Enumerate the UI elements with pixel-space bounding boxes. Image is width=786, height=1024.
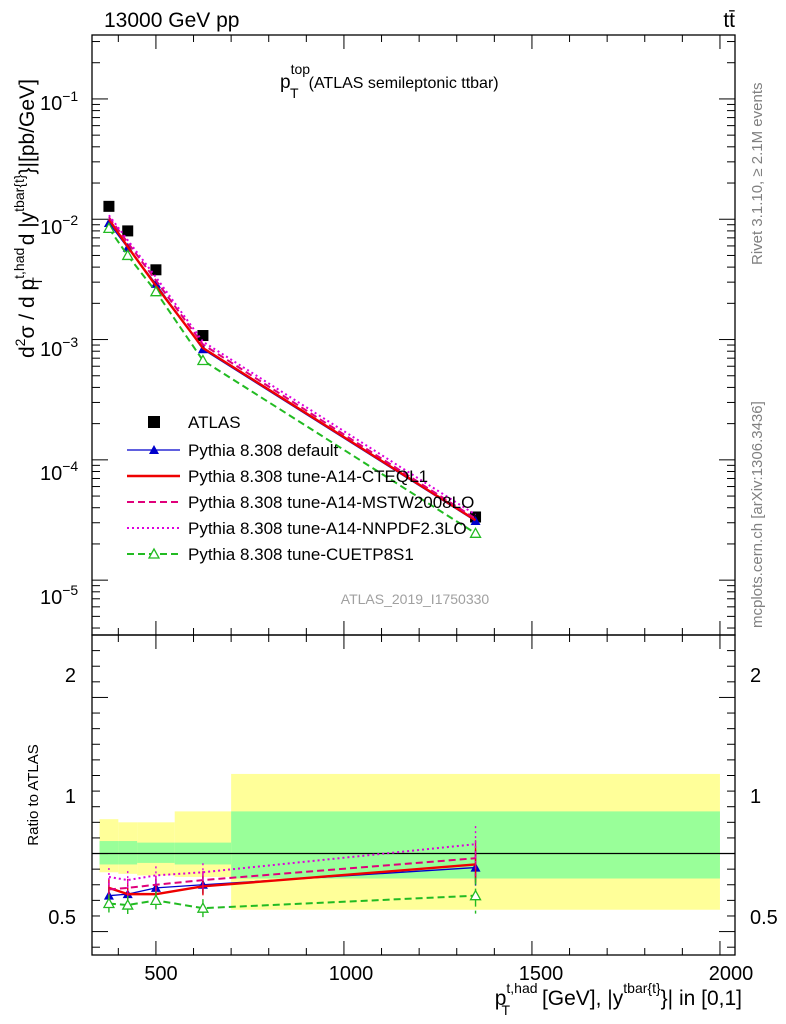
ratio-point: [102, 897, 116, 909]
ratio-tick-label-05-right: 0.5: [750, 907, 778, 929]
y-main-tick-labels: 10−1 10−2 10−3 10−4 10−5: [40, 88, 78, 609]
ratio-tick-label-2-left: 2: [65, 665, 76, 687]
svg-text:Pythia 8.308 default: Pythia 8.308 default: [188, 441, 339, 460]
y-tick-label-1e-4: 10−4: [40, 458, 78, 485]
x-tick-label-1000: 1000: [329, 963, 374, 985]
y-ratio-tick-labels: 2 1 0.5 2 1 0.5: [48, 665, 778, 929]
legend-marker-open-triangle: [147, 547, 161, 559]
y-tick-label-1e-2: 10−2: [40, 212, 78, 239]
ratio-point: [469, 889, 482, 901]
ratio-tick-label-1-right: 1: [750, 786, 761, 808]
stat-uncertainty-band: [118, 841, 138, 865]
legend-item-cteql1: Pythia 8.308 tune-A14-CTEQL1: [127, 467, 428, 486]
series-point: [102, 222, 116, 234]
legend-marker: [127, 445, 180, 454]
series-point: [469, 526, 482, 538]
energy-label: 13000 GeV pp: [104, 9, 239, 32]
y-tick-label-1e-5: 10−5: [40, 582, 78, 609]
legend: ATLAS Pythia 8.308 default Pythia 8.308 …: [127, 413, 474, 564]
atlas-data-point: [150, 264, 162, 276]
x-tick-label-1500: 1500: [519, 963, 564, 985]
legend-marker: [148, 416, 160, 428]
stat-uncertainty-band: [99, 841, 119, 865]
plot-title: ptop T(ATLAS semileptonic ttbar): [280, 61, 499, 101]
x-tick-label-2000: 2000: [709, 963, 754, 985]
series-line: [108, 214, 477, 516]
process-label: tt̄: [723, 9, 735, 32]
ratio-tick-label-1-left: 1: [65, 786, 76, 808]
mcplots-label: mcplots.cern.ch [arXiv:1306.3436]: [749, 401, 766, 628]
svg-text:Pythia 8.308 tune-A14-CTEQL1: Pythia 8.308 tune-A14-CTEQL1: [188, 467, 428, 486]
legend-marker-square: [148, 416, 160, 428]
atlas-data-point: [103, 200, 115, 212]
rivet-version-label: Rivet 3.1.10, ≥ 2.1M events: [749, 83, 766, 266]
atlas-data-point: [197, 330, 209, 342]
series-point: [470, 516, 481, 526]
main-series: [102, 200, 482, 538]
y-tick-label-1e-1: 10−1: [40, 88, 78, 115]
x-tick-label-500: 500: [144, 963, 177, 985]
svg-text:Pythia 8.308 tune-A14-NNPDF2.3: Pythia 8.308 tune-A14-NNPDF2.3LO: [188, 519, 467, 538]
ratio-point: [121, 898, 134, 910]
series-point: [121, 249, 134, 261]
legend-item-default: Pythia 8.308 default: [127, 441, 339, 460]
series-point: [196, 354, 210, 366]
series-line: [108, 227, 477, 535]
ratio-tick-label-2-right: 2: [750, 665, 761, 687]
y-axis-title-main: d2σ / d pt,hadT d |ytbar{t}}|[pb/GeV]: [11, 79, 45, 358]
legend-item-cuetp8s1: Pythia 8.308 tune-CUETP8S1: [127, 545, 414, 564]
x-axis-title: pt,had T [GeV], |ytbar{t}}| in [0,1]: [495, 980, 742, 1018]
axis-tick-labels: 500 1000 1500 2000 10−1 10−2 10−3 10−4 1…: [40, 88, 778, 985]
series-point: [150, 278, 161, 288]
legend-item-nnpdf23lo: Pythia 8.308 tune-A14-NNPDF2.3LO: [127, 519, 467, 538]
ratio-series-line: [108, 857, 476, 891]
ratio-point: [149, 894, 163, 906]
ratio-series-line: [108, 843, 476, 882]
series-point: [149, 285, 163, 297]
ratio-panel-frame: [91, 634, 736, 956]
ratio-point: [196, 901, 210, 913]
svg-text:Pythia 8.308 tune-A14-MSTW2008: Pythia 8.308 tune-A14-MSTW2008LO: [188, 493, 474, 512]
ratio-tick-label-05-left: 0.5: [48, 907, 76, 929]
stat-uncertainty-band: [137, 842, 175, 863]
ratio-series: [102, 826, 482, 918]
legend-item-atlas: ATLAS: [148, 413, 241, 432]
y-tick-label-1e-3: 10−3: [40, 334, 78, 361]
series-line: [108, 216, 477, 520]
x-tick-labels: 500 1000 1500 2000: [144, 963, 753, 985]
svg-text:ATLAS: ATLAS: [188, 413, 241, 432]
legend-item-mstw2008lo: Pythia 8.308 tune-A14-MSTW2008LO: [127, 493, 474, 512]
legend-marker: [127, 547, 180, 559]
ratio-uncertainty-bands: [99, 773, 720, 910]
analysis-watermark: ATLAS_2019_I1750330: [341, 591, 490, 607]
atlas-data-point: [122, 225, 134, 237]
y-axis-title-ratio: Ratio to ATLAS: [25, 744, 42, 845]
axis-ticks: [92, 35, 735, 955]
svg-text:Pythia 8.308 tune-CUETP8S1: Pythia 8.308 tune-CUETP8S1: [188, 545, 414, 564]
legend-marker-triangle: [149, 445, 159, 454]
